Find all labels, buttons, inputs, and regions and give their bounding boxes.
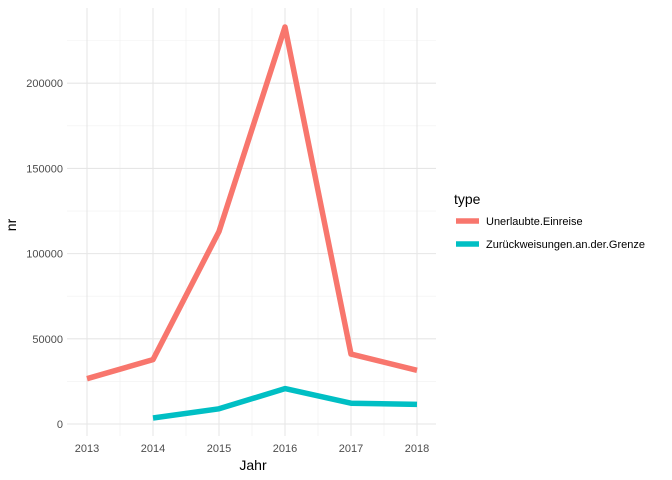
- y-tick-label: 200000: [26, 78, 63, 90]
- x-tick-label: 2015: [207, 443, 231, 455]
- grid: [67, 8, 436, 436]
- series-lines: [86, 24, 418, 421]
- y-tick-label: 100000: [26, 249, 63, 261]
- x-tick-labels: 2013 2014 2015 2016 2017 2018: [75, 443, 429, 455]
- x-axis-title: Jahr: [239, 457, 267, 473]
- x-tick-label: 2014: [141, 443, 165, 455]
- series-line: [152, 385, 418, 421]
- y-tick-label: 50000: [32, 334, 63, 346]
- x-tick-label: 2017: [339, 443, 363, 455]
- legend-label: Unerlaubte.Einreise: [486, 216, 583, 228]
- y-tick-label: 0: [57, 419, 63, 431]
- legend-label: Zurückweisungen.an.der.Grenze: [486, 239, 645, 251]
- series-line: [86, 24, 418, 382]
- x-tick-label: 2013: [75, 443, 99, 455]
- x-tick-label: 2016: [273, 443, 297, 455]
- y-tick-label: 150000: [26, 163, 63, 175]
- legend: type Unerlaubte.Einreise Zurückweisungen.…: [454, 191, 645, 251]
- y-axis-title: nr: [3, 218, 19, 231]
- legend-title: type: [454, 191, 481, 207]
- y-tick-labels: 0 50000 100000 150000 200000: [26, 78, 63, 431]
- x-tick-label: 2018: [405, 443, 429, 455]
